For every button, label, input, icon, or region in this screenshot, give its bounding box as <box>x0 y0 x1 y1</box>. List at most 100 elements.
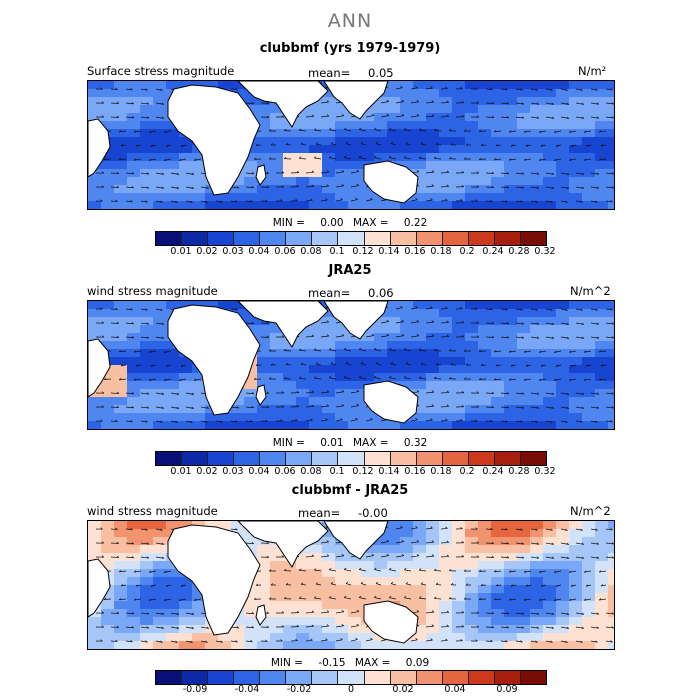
field-cell <box>166 381 180 390</box>
wind-vector-head <box>460 418 463 422</box>
wind-vector-head <box>220 420 223 423</box>
wind-vector-head <box>148 570 152 573</box>
wind-vector-head <box>116 335 120 338</box>
wind-vector <box>605 336 614 339</box>
wind-vector <box>344 569 352 572</box>
field-cell <box>335 585 349 594</box>
field-cell <box>517 357 531 366</box>
field-cell <box>452 185 466 194</box>
wind-vector <box>560 308 568 311</box>
wind-vector-head <box>538 378 542 381</box>
wind-vector-head <box>461 404 464 408</box>
field-cell <box>244 105 258 114</box>
field-cell <box>452 413 466 422</box>
field-cell <box>140 185 154 194</box>
field-cell <box>387 577 401 586</box>
field-cell <box>296 185 310 194</box>
wind-vector <box>314 377 322 380</box>
wind-vector-head <box>100 639 103 642</box>
field-cell <box>530 81 544 90</box>
wind-vector-head <box>285 142 289 145</box>
wind-vector <box>545 556 554 559</box>
field-cell <box>114 389 128 398</box>
wind-vector <box>420 583 427 586</box>
field-cell <box>374 585 388 594</box>
field-cell <box>478 121 492 130</box>
wind-vector-head <box>373 127 377 130</box>
wind-vector-head <box>355 197 358 200</box>
wind-vector-head <box>326 114 330 117</box>
wind-vector-head <box>266 625 269 628</box>
field-cell <box>348 553 362 562</box>
wind-vector <box>230 528 238 531</box>
field-cell <box>413 577 427 586</box>
wind-vector <box>179 158 187 161</box>
field-cell <box>257 569 271 578</box>
wind-vector-head <box>448 348 452 352</box>
wind-vector-head <box>536 172 540 175</box>
wind-vector-head <box>235 640 238 643</box>
wind-vector <box>560 116 569 119</box>
field-cell <box>335 177 349 186</box>
field-cell <box>153 349 167 358</box>
field-cell <box>387 349 401 358</box>
wind-vector-head <box>116 555 120 558</box>
field-cell <box>504 641 518 649</box>
field-cell <box>491 145 505 154</box>
field-cell <box>114 641 128 649</box>
field-cell <box>127 185 141 194</box>
wind-vector-head <box>401 539 404 542</box>
field-cell <box>452 373 466 382</box>
wind-vector-head <box>191 612 195 615</box>
wind-vector-head <box>536 626 539 629</box>
field-cell <box>335 129 349 138</box>
wind-vector-head <box>566 186 569 189</box>
field-cell <box>491 105 505 114</box>
field-cell <box>88 185 102 194</box>
field-cell <box>543 349 557 358</box>
wind-vector-head <box>583 570 587 573</box>
field-cell <box>465 397 479 406</box>
field-cell <box>179 201 193 209</box>
wind-vector-head <box>493 598 497 601</box>
field-cell <box>244 161 258 170</box>
wind-vector-head <box>506 172 510 175</box>
field-cell <box>270 593 284 602</box>
field-cell <box>426 633 440 642</box>
wind-vector-head <box>523 570 527 573</box>
field-cell <box>478 317 492 326</box>
field-cell <box>530 585 544 594</box>
wind-vector-head <box>146 612 150 615</box>
wind-vector-head <box>311 114 315 117</box>
field-cell <box>530 421 544 429</box>
field-cell <box>218 633 232 642</box>
field-cell <box>582 309 596 318</box>
wind-vector-head <box>115 419 118 422</box>
wind-vector-head <box>493 158 497 161</box>
field-cell <box>504 601 518 610</box>
field-cell <box>270 585 284 594</box>
field-cell <box>127 545 141 554</box>
wind-vector-head <box>506 322 509 325</box>
wind-vector <box>524 158 532 161</box>
wind-vector <box>590 640 598 643</box>
field-cell <box>88 617 102 626</box>
wind-vector-head <box>161 392 165 395</box>
field-cell <box>348 177 362 186</box>
field-cell <box>491 625 505 634</box>
wind-vector-head <box>266 611 270 614</box>
colorbar-swatch <box>364 452 391 465</box>
wind-vector-head <box>101 611 105 614</box>
wind-vector-head <box>476 611 480 614</box>
field-cell <box>426 529 440 538</box>
wind-vector <box>545 102 554 105</box>
wind-vector-head <box>461 100 464 104</box>
wind-vector <box>245 626 254 629</box>
field-cell <box>361 145 375 154</box>
field-cell <box>309 593 323 602</box>
field-cell <box>582 521 596 530</box>
wind-vector-head <box>611 612 614 615</box>
field-cell <box>257 129 271 138</box>
wind-vector-head <box>583 158 587 161</box>
wind-vector-head <box>341 623 344 627</box>
